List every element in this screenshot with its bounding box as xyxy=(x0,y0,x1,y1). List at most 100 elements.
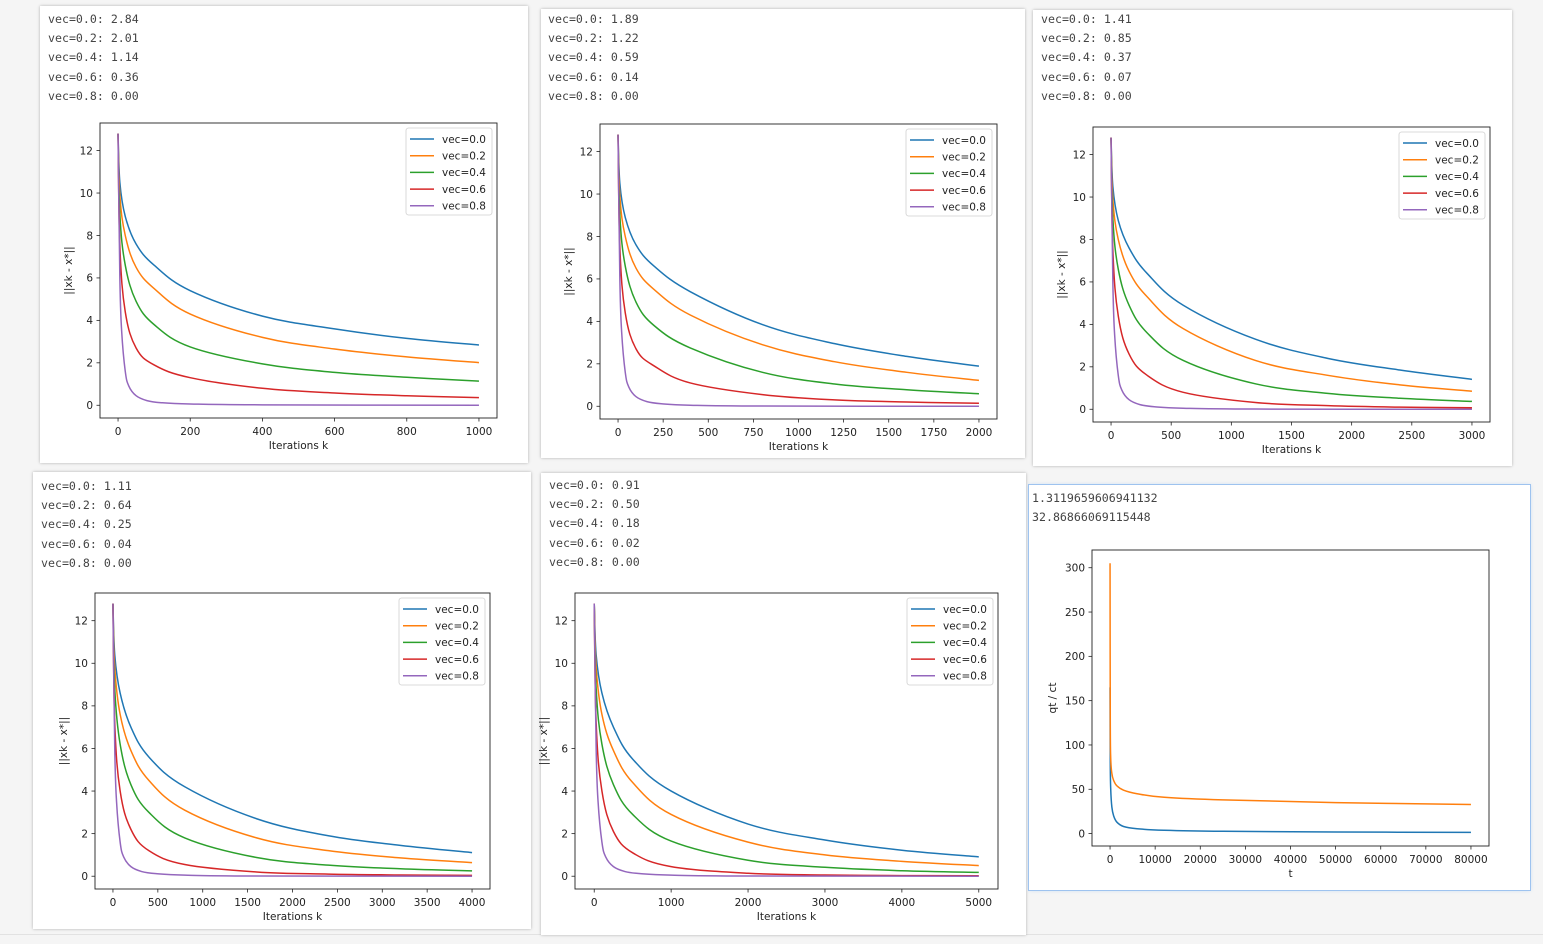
y-tick-label: 10 xyxy=(580,189,593,201)
y-tick-label: 10 xyxy=(1073,192,1086,204)
legend: vec=0.0 vec=0.2 vec=0.4 vec=0.6 vec=0.8 xyxy=(1398,131,1486,220)
legend-label: vec=0.2 xyxy=(442,151,486,163)
x-tick-label: 250 xyxy=(653,427,673,439)
series-line-qt xyxy=(1109,687,1471,834)
y-tick-label: 300 xyxy=(1065,563,1085,575)
series-line-vec-0-8 xyxy=(117,133,479,407)
x-tick-label: 2000 xyxy=(966,427,993,439)
legend-label: vec=0.0 xyxy=(435,604,479,616)
x-axis-label: t xyxy=(1288,868,1292,880)
x-tick-label: 1750 xyxy=(920,427,947,439)
y-tick-label: 10 xyxy=(75,658,88,670)
y-tick-label: 2 xyxy=(86,358,93,370)
y-tick-label: 0 xyxy=(1078,828,1085,840)
output-line: 1.3119659606941132 xyxy=(1032,491,1158,505)
x-tick-label: 20000 xyxy=(1184,854,1217,866)
series-line-vec-0-6 xyxy=(112,603,473,877)
x-tick-label: 4000 xyxy=(888,897,915,909)
series-line-vec-0-6 xyxy=(617,134,979,405)
y-tick-label: 0 xyxy=(586,401,593,413)
x-tick-label: 1500 xyxy=(234,897,261,909)
y-tick-label: 6 xyxy=(86,273,93,285)
output-line: vec=0.2: 2.01 xyxy=(48,31,139,46)
output-line: vec=0.6: 0.04 xyxy=(41,536,132,551)
x-tick-label: 0 xyxy=(115,426,122,438)
cell-output-text: vec=0.0: 2.84 vec=0.2: 2.01 vec=0.4: 1.14 v… xyxy=(48,10,139,106)
x-tick-label: 500 xyxy=(148,897,168,909)
output-line: vec=0.4: 0.18 xyxy=(549,516,640,531)
x-tick-label: 1000 xyxy=(658,897,685,909)
x-tick-label: 2500 xyxy=(324,897,351,909)
output-line: vec=0.2: 0.50 xyxy=(549,497,640,512)
y-tick-label: 200 xyxy=(1065,651,1085,663)
legend-label: vec=0.8 xyxy=(435,671,479,683)
series-line-vec-0-8 xyxy=(617,134,979,408)
x-tick-label: 5000 xyxy=(965,897,992,909)
y-tick-label: 4 xyxy=(1079,319,1086,331)
y-axis-label: qt / ct xyxy=(1047,683,1059,714)
output-line: vec=0.8: 0.00 xyxy=(1041,88,1132,103)
legend: vec=0.0 vec=0.2 vec=0.4 vec=0.6 vec=0.8 xyxy=(405,127,493,216)
legend-label: vec=0.2 xyxy=(943,621,987,633)
output-line: vec=0.8: 0.00 xyxy=(41,555,132,570)
y-tick-label: 0 xyxy=(561,871,568,883)
x-tick-label: 1500 xyxy=(1278,430,1305,442)
series-line-vec-0-6 xyxy=(593,603,979,877)
y-tick-label: 8 xyxy=(86,230,93,242)
output-line: vec=0.4: 1.14 xyxy=(48,50,139,65)
legend-box xyxy=(398,597,486,686)
output-line: vec=0.2: 0.85 xyxy=(1041,31,1132,46)
y-tick-label: 6 xyxy=(81,743,88,755)
y-axis-label: ||xk - x*|| xyxy=(1056,250,1068,298)
y-axis-label: ||xk - x*|| xyxy=(63,246,75,294)
x-tick-label: 3000 xyxy=(812,897,839,909)
series-line-vec-0-6 xyxy=(117,133,479,399)
legend-label: vec=0.8 xyxy=(1435,205,1479,217)
series-group xyxy=(593,603,979,877)
output-cell-2: vec=0.0: 1.89 vec=0.2: 1.22 vec=0.4: 0.59 v… xyxy=(541,9,1025,458)
line-chart: 0 500 1000 1500 2000 2500 3000 3500 4000 0 2 4 6 8 10 1… xyxy=(58,592,491,923)
series-group xyxy=(1110,137,1473,411)
output-line: vec=0.6: 0.14 xyxy=(548,69,639,84)
y-tick-label: 12 xyxy=(75,615,88,627)
legend: vec=0.0 vec=0.2 vec=0.4 vec=0.6 vec=0.8 xyxy=(905,128,993,217)
series-line-vec-0-4 xyxy=(593,603,979,874)
output-line: vec=0.0: 0.91 xyxy=(549,478,640,492)
legend: vec=0.0 vec=0.2 vec=0.4 vec=0.6 vec=0.8 xyxy=(906,597,994,686)
legend-label: vec=0.8 xyxy=(942,202,986,214)
x-tick-label: 1000 xyxy=(1218,430,1245,442)
axes-frame xyxy=(99,122,498,419)
series-line-ct xyxy=(1109,563,1471,806)
x-tick-label: 4000 xyxy=(459,897,486,909)
y-tick-label: 250 xyxy=(1065,607,1085,619)
x-axis-label: Iterations k xyxy=(769,441,829,453)
legend-label: vec=0.4 xyxy=(1435,171,1479,183)
output-cell-6-selected[interactable]: 1.3119659606941132 32.86866069115448 0 1000… xyxy=(1029,485,1530,890)
y-tick-label: 8 xyxy=(81,701,88,713)
output-line: vec=0.6: 0.02 xyxy=(549,535,640,550)
legend-label: vec=0.6 xyxy=(442,184,486,196)
output-line: vec=0.8: 0.00 xyxy=(549,554,640,569)
x-tick-label: 800 xyxy=(397,426,417,438)
y-tick-label: 6 xyxy=(586,274,593,286)
x-tick-label: 70000 xyxy=(1409,854,1442,866)
y-axis-label: ||xk - x*|| xyxy=(563,247,575,295)
output-cell-3: vec=0.0: 1.41 vec=0.2: 0.85 vec=0.4: 0.37 v… xyxy=(1033,10,1512,466)
x-tick-label: 1500 xyxy=(875,427,902,439)
series-line-vec-0-0 xyxy=(1110,137,1473,381)
output-line: vec=0.6: 0.07 xyxy=(1041,69,1132,84)
line-chart: 0 1000 2000 3000 4000 5000 0 2 4 6 8 10 12 Iterations… xyxy=(538,592,999,923)
y-tick-label: 10 xyxy=(80,188,93,200)
series-line-vec-0-4 xyxy=(617,134,979,395)
x-tick-label: 0 xyxy=(615,427,622,439)
output-line: vec=0.4: 0.37 xyxy=(1041,50,1132,65)
y-tick-label: 0 xyxy=(1079,404,1086,416)
series-line-vec-0-4 xyxy=(117,133,479,382)
legend-label: vec=0.2 xyxy=(435,621,479,633)
output-line: vec=0.0: 1.89 xyxy=(548,12,639,26)
x-tick-label: 60000 xyxy=(1364,854,1397,866)
legend-box xyxy=(905,128,993,217)
x-tick-label: 0 xyxy=(110,897,117,909)
output-line: vec=0.2: 0.64 xyxy=(41,498,132,513)
x-tick-label: 750 xyxy=(743,427,763,439)
